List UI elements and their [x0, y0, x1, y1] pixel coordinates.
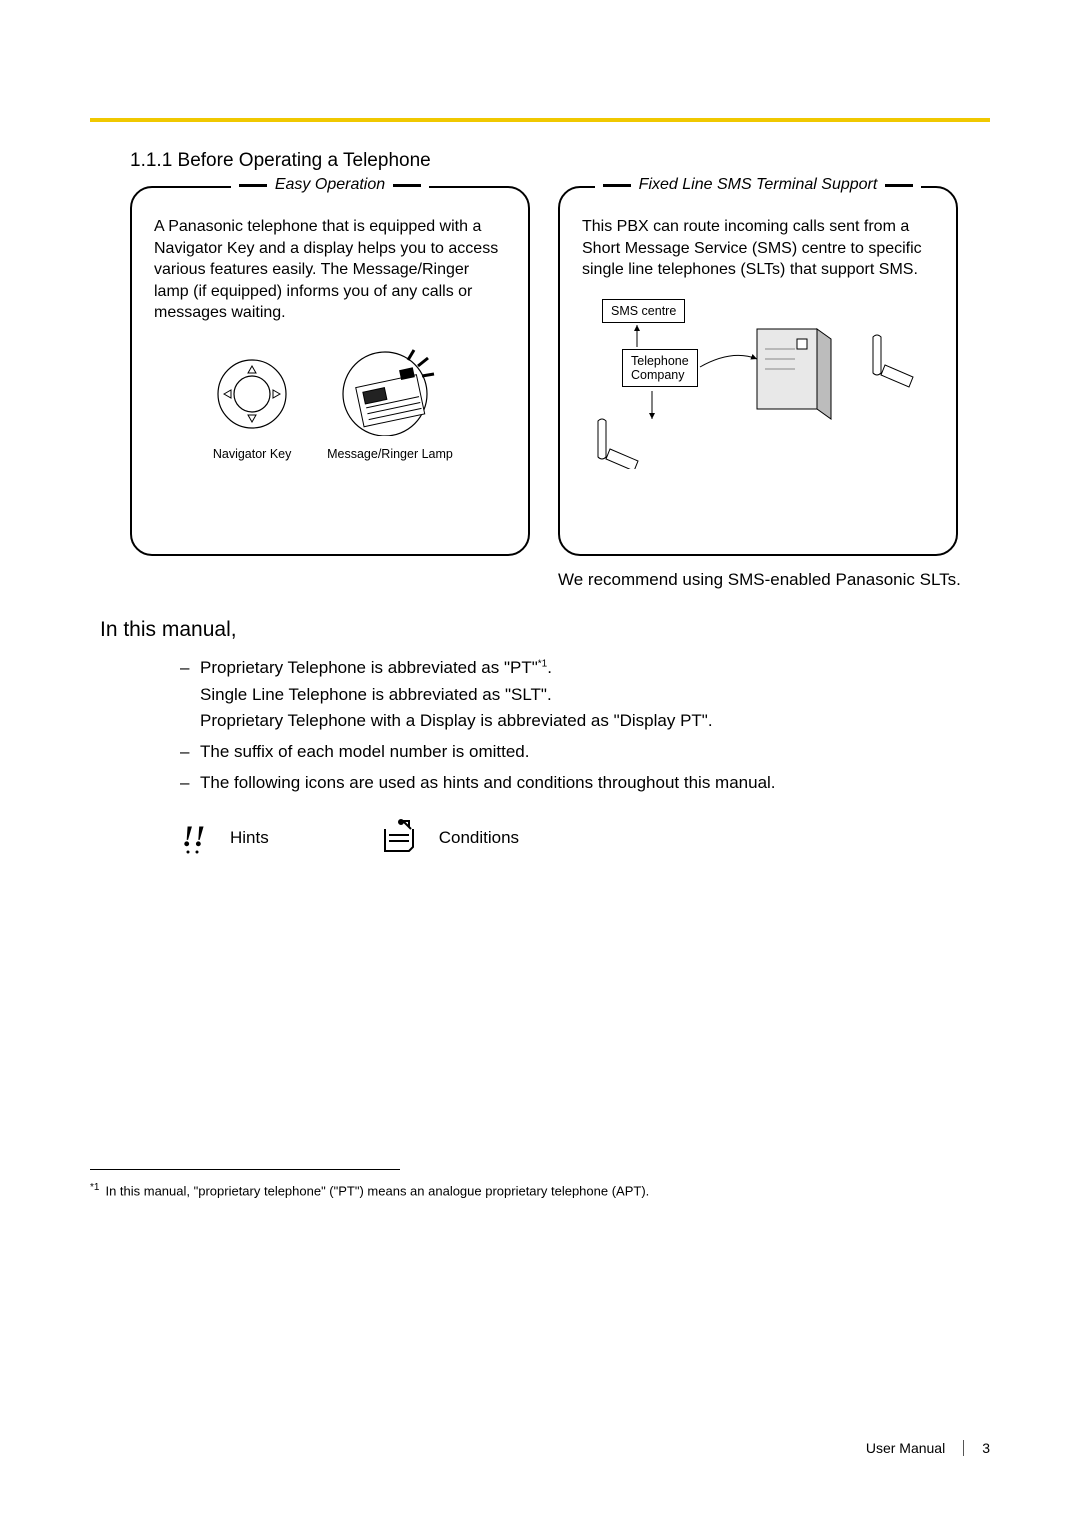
right-column: Fixed Line SMS Terminal Support This PBX…: [558, 186, 968, 590]
easy-operation-title-text: Easy Operation: [275, 176, 385, 194]
sms-diagram-svg: [582, 299, 942, 469]
two-column-area: Easy Operation A Panasonic telephone tha…: [130, 186, 990, 590]
footnote-ref: *1: [538, 658, 547, 669]
footer-label: User Manual: [866, 1440, 945, 1456]
easy-operation-box: Easy Operation A Panasonic telephone tha…: [130, 186, 530, 556]
sms-support-body: This PBX can route incoming calls sent f…: [582, 216, 934, 281]
list-item: – Proprietary Telephone is abbreviated a…: [180, 656, 990, 681]
navigator-caption: Navigator Key: [207, 447, 297, 461]
illustration-row: Navigator Key: [154, 346, 506, 461]
bullet-text: Proprietary Telephone with a Display is …: [200, 709, 713, 734]
lamp-caption: Message/Ringer Lamp: [327, 447, 453, 461]
title-bar-left: [239, 184, 267, 187]
footer-separator: [963, 1440, 964, 1456]
sms-support-box: Fixed Line SMS Terminal Support This PBX…: [558, 186, 958, 556]
in-this-manual-heading: In this manual,: [100, 618, 990, 642]
bullet-text: Proprietary Telephone is abbreviated as …: [200, 656, 552, 681]
footnote-mark: *1: [90, 1182, 99, 1193]
bullet-text: Single Line Telephone is abbreviated as …: [200, 683, 552, 708]
footnote-text: In this manual, "proprietary telephone" …: [105, 1183, 649, 1198]
footer-page-number: 3: [982, 1440, 990, 1456]
box-title-wrap: Easy Operation: [132, 176, 528, 194]
icons-row: !! Hints Conditions: [180, 819, 990, 857]
section-title: 1.1.1 Before Operating a Telephone: [130, 150, 990, 172]
conditions-icon-pair: Conditions: [379, 819, 519, 857]
conditions-label: Conditions: [439, 828, 519, 848]
sms-diagram: SMS centre Telephone Company: [582, 299, 934, 469]
navigator-key-icon: [207, 356, 297, 436]
message-lamp-icon: [330, 346, 450, 436]
easy-operation-title: Easy Operation: [231, 176, 429, 194]
conditions-icon: [379, 819, 419, 857]
recommend-text: We recommend using SMS-enabled Panasonic…: [558, 570, 968, 590]
title-bar-left: [603, 184, 631, 187]
sms-support-title: Fixed Line SMS Terminal Support: [595, 176, 922, 194]
message-lamp-illustration: Message/Ringer Lamp: [327, 346, 453, 461]
title-bar-right: [393, 184, 421, 187]
footnote-rule: [90, 1169, 400, 1170]
page: 1.1.1 Before Operating a Telephone Easy …: [0, 0, 1080, 1528]
list-item: –The following icons are used as hints a…: [180, 771, 990, 796]
sms-support-title-text: Fixed Line SMS Terminal Support: [639, 176, 878, 194]
hints-icon: !!: [180, 820, 210, 856]
bullet-list: – Proprietary Telephone is abbreviated a…: [180, 656, 990, 795]
list-item: Proprietary Telephone with a Display is …: [180, 709, 990, 734]
svg-text:!!: !!: [182, 820, 205, 853]
title-bar-right: [885, 184, 913, 187]
navigator-key-illustration: Navigator Key: [207, 356, 297, 461]
top-accent-rule: [90, 118, 990, 122]
easy-operation-body: A Panasonic telephone that is equipped w…: [154, 216, 506, 324]
box-title-wrap: Fixed Line SMS Terminal Support: [560, 176, 956, 194]
list-item: –The suffix of each model number is omit…: [180, 740, 990, 765]
footnote: *1 In this manual, "proprietary telephone…: [90, 1182, 990, 1198]
hints-label: Hints: [230, 828, 269, 848]
bullet-text: The suffix of each model number is omitt…: [200, 740, 529, 765]
bullet-text: The following icons are used as hints an…: [200, 771, 776, 796]
page-footer: User Manual 3: [866, 1440, 990, 1456]
hints-icon-pair: !! Hints: [180, 820, 269, 856]
list-item: Single Line Telephone is abbreviated as …: [180, 683, 990, 708]
